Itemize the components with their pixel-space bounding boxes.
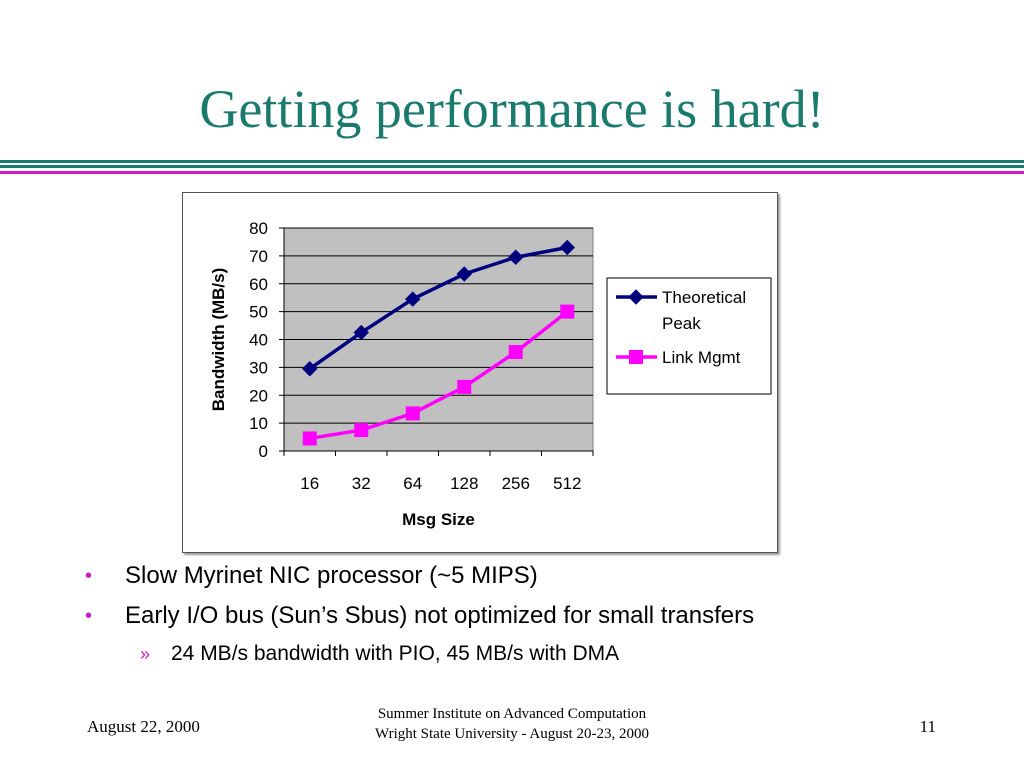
data-point	[405, 406, 420, 421]
sub-bullet-marker: »	[140, 644, 151, 664]
data-point	[508, 345, 523, 360]
footer-event: Summer Institute on Advanced Computation…	[312, 704, 712, 744]
footer-date: August 22, 2000	[87, 717, 200, 736]
x-tick-label: 16	[300, 474, 319, 493]
y-tick-label: 30	[249, 358, 268, 377]
x-tick-label: 128	[450, 474, 478, 493]
bullet-item: • Early I/O bus (Sun’s Sbus) not optimiz…	[85, 600, 985, 640]
slide-title: Getting performance is hard!	[199, 79, 825, 139]
footer-line-2: Wright State University - August 20-23, …	[375, 726, 649, 742]
y-tick-label: 0	[259, 442, 268, 461]
bullet-list: • Slow Myrinet NIC processor (~5 MIPS) •…	[85, 560, 985, 670]
bullet-text: Slow Myrinet NIC processor (~5 MIPS)	[125, 562, 538, 589]
bullet-item: • Slow Myrinet NIC processor (~5 MIPS)	[85, 560, 985, 600]
data-point	[302, 431, 317, 446]
data-point	[353, 324, 369, 341]
bullet-text: Early I/O bus (Sun’s Sbus) not optimized…	[125, 602, 755, 629]
data-point	[508, 249, 524, 265]
x-tick-label: 256	[502, 474, 530, 493]
data-point	[456, 266, 472, 282]
legend-marker	[628, 289, 644, 305]
data-point	[405, 291, 421, 307]
data-point	[559, 239, 575, 256]
legend-label: Theoretical	[662, 288, 746, 307]
x-tick-label: 512	[553, 474, 581, 493]
title-divider	[0, 160, 1024, 174]
y-tick-label: 20	[249, 386, 268, 405]
y-axis-label: Bandwidth (MB/s)	[209, 268, 228, 412]
bandwidth-chart: 0 10 20 30 40 50 60 70 80 16 32 64 128 256 512 Msg Size…	[209, 219, 772, 529]
chart-panel: 0 10 20 30 40 50 60 70 80 16 32 64 128 256 512 Msg Size…	[182, 192, 778, 553]
y-tick-label: 80	[249, 219, 268, 238]
data-point	[560, 304, 575, 319]
data-point	[302, 361, 318, 377]
x-axis-label: Msg Size	[402, 510, 475, 529]
page-number: 11	[919, 717, 936, 736]
sub-bullet-text: 24 MB/s bandwidth with PIO, 45 MB/s with…	[171, 642, 620, 665]
series-line	[308, 245, 568, 371]
footer-line-1: Summer Institute on Advanced Computation	[377, 706, 647, 722]
y-tick-label: 40	[249, 331, 268, 350]
bullet-marker: •	[85, 565, 93, 587]
legend-label: Link Mgmt	[662, 348, 741, 367]
data-point	[457, 379, 472, 394]
sub-bullet-item: » 24 MB/s bandwidth with PIO, 45 MB/s wi…	[85, 640, 985, 670]
legend-marker	[629, 350, 643, 364]
legend-label: Peak	[662, 314, 701, 333]
data-point	[354, 423, 369, 438]
y-tick-label: 70	[249, 247, 268, 266]
y-tick-label: 10	[249, 414, 268, 433]
x-tick-label: 32	[352, 474, 371, 493]
bullet-marker: •	[85, 605, 93, 627]
series-line	[309, 310, 569, 441]
y-tick-label: 60	[249, 275, 268, 294]
y-tick-label: 50	[249, 303, 268, 322]
x-tick-label: 64	[403, 474, 422, 493]
